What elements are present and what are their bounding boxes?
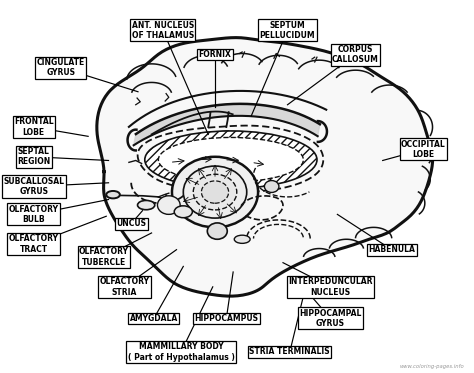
Text: SUBCALLOSAL
GYRUS: SUBCALLOSAL GYRUS (3, 177, 64, 196)
Circle shape (201, 181, 228, 203)
Text: OCCIPITAL
LOBE: OCCIPITAL LOBE (401, 140, 446, 159)
Text: HABENULA: HABENULA (368, 245, 415, 254)
Text: CINGULATE
GYRUS: CINGULATE GYRUS (37, 58, 85, 77)
Text: ANT. NUCLEUS
OF THALAMUS: ANT. NUCLEUS OF THALAMUS (132, 21, 194, 40)
Polygon shape (134, 104, 320, 145)
Text: www.coloring-pages.info: www.coloring-pages.info (400, 364, 464, 369)
Ellipse shape (174, 206, 192, 218)
Text: HIPPOCAMPAL
GYRUS: HIPPOCAMPAL GYRUS (300, 309, 362, 328)
Text: FORNIX: FORNIX (199, 50, 231, 59)
Ellipse shape (234, 235, 250, 243)
Text: CORPUS
CALLOSUM: CORPUS CALLOSUM (332, 45, 379, 64)
Text: AMYGDALA: AMYGDALA (130, 314, 178, 323)
Text: HIPPOCAMPUS: HIPPOCAMPUS (194, 314, 258, 323)
Text: OLFACTORY
STRIA: OLFACTORY STRIA (100, 277, 149, 297)
Text: SEPTAL
REGION: SEPTAL REGION (17, 147, 50, 166)
Text: FRONTAL
LOBE: FRONTAL LOBE (14, 117, 54, 137)
Text: STRIA TERMINALIS: STRIA TERMINALIS (249, 347, 330, 356)
Text: UNCUS: UNCUS (116, 219, 146, 228)
Circle shape (157, 196, 180, 214)
Polygon shape (97, 38, 433, 296)
Ellipse shape (158, 137, 303, 182)
Circle shape (172, 157, 258, 228)
Ellipse shape (106, 191, 120, 198)
Text: MAMMILLARY BODY
( Part of Hypothalamus ): MAMMILLARY BODY ( Part of Hypothalamus ) (128, 342, 235, 361)
Ellipse shape (145, 131, 317, 188)
Ellipse shape (137, 200, 155, 210)
Circle shape (264, 181, 279, 192)
Text: OLFACTORY
TUBERCLE: OLFACTORY TUBERCLE (79, 247, 129, 267)
Text: INTERPEDUNCULAR
NUCLEUS: INTERPEDUNCULAR NUCLEUS (288, 277, 373, 297)
Text: OLFACTORY
TRACT: OLFACTORY TRACT (9, 234, 59, 254)
Text: SEPTUM
PELLUCIDUM: SEPTUM PELLUCIDUM (260, 21, 315, 40)
Text: OLFACTORY
BULB: OLFACTORY BULB (9, 205, 59, 224)
Circle shape (207, 223, 227, 239)
Circle shape (193, 174, 237, 210)
Circle shape (183, 166, 247, 218)
